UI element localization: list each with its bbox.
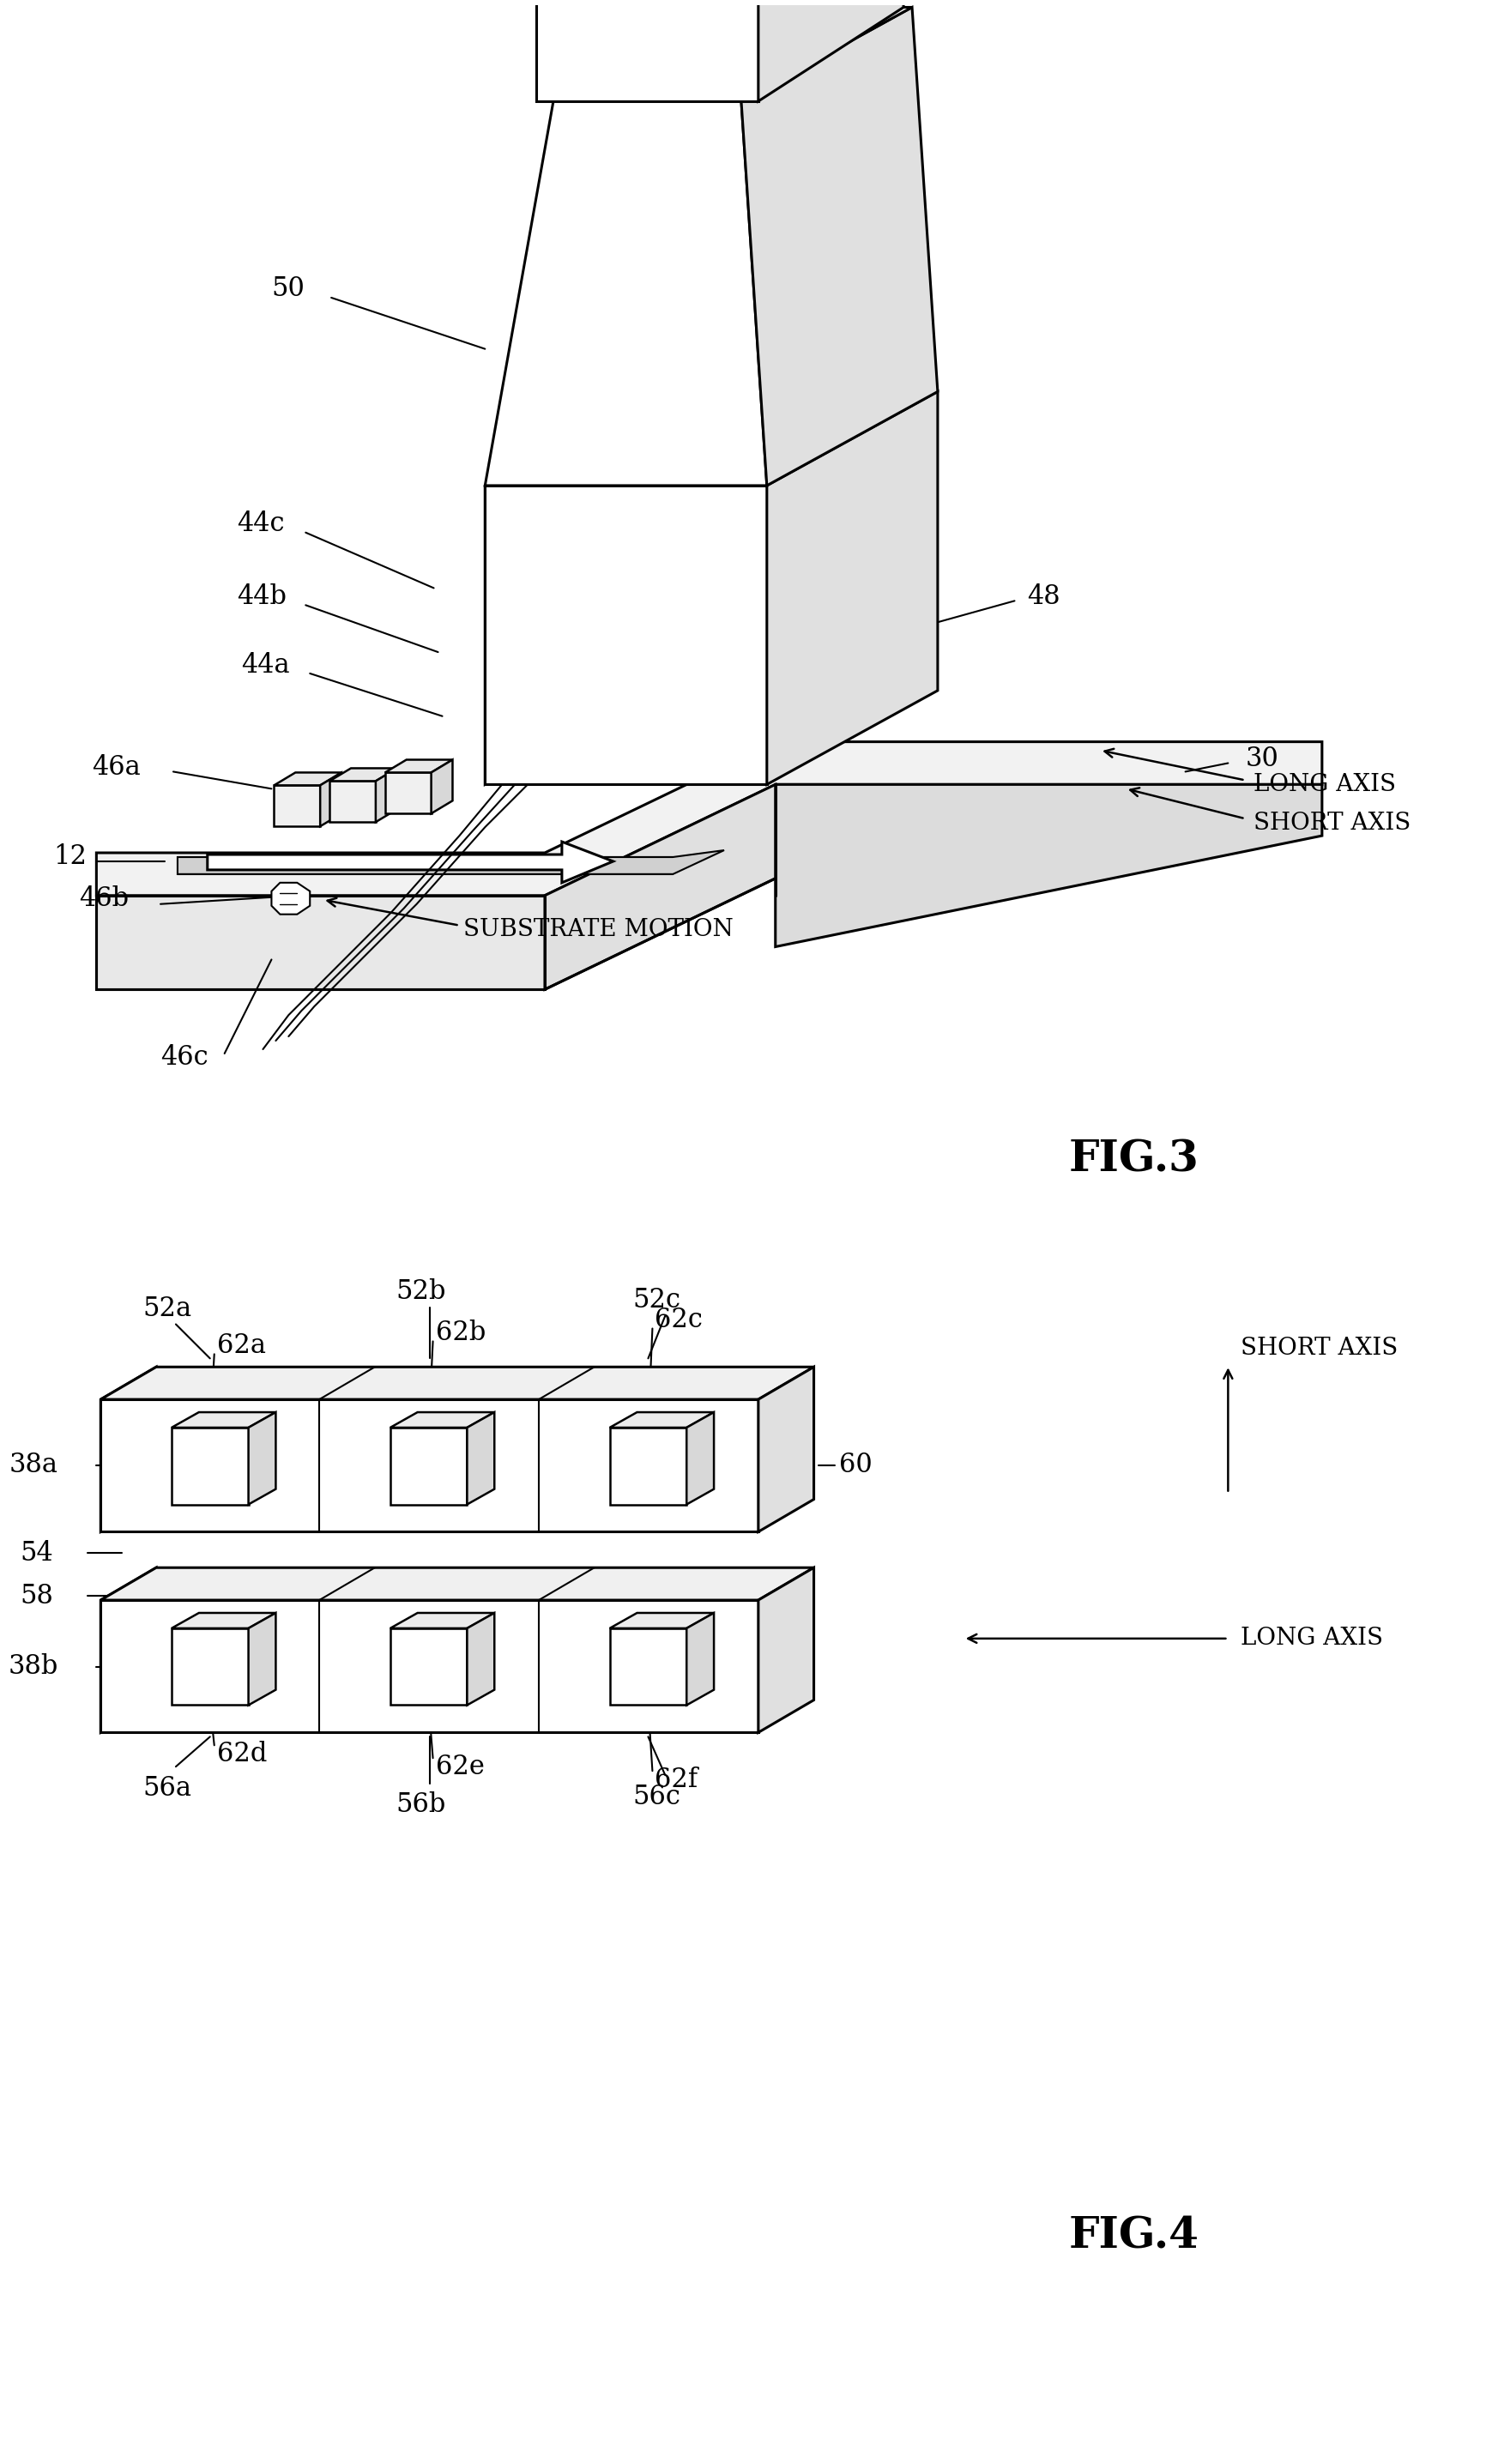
Text: 62e: 62e [435,1754,484,1779]
Text: 56a: 56a [143,1774,192,1801]
Text: FIG.4: FIG.4 [1068,2215,1199,2257]
Text: 46c: 46c [160,1045,208,1072]
Polygon shape [467,1412,495,1506]
Polygon shape [389,1412,495,1427]
Polygon shape [553,7,911,101]
Text: 62f: 62f [655,1767,697,1794]
Text: 30: 30 [1244,747,1278,771]
Polygon shape [758,1567,813,1732]
Polygon shape [484,392,655,784]
Text: 52b: 52b [395,1279,446,1306]
Polygon shape [467,1614,495,1705]
Text: 54: 54 [21,1540,53,1567]
Polygon shape [171,1629,248,1705]
Text: 60: 60 [840,1451,872,1478]
Polygon shape [171,1427,248,1506]
Text: LONG AXIS: LONG AXIS [1253,774,1395,796]
Text: 38a: 38a [9,1451,58,1478]
Polygon shape [758,0,903,101]
Text: 50: 50 [272,276,305,303]
Text: FIG.3: FIG.3 [1068,1138,1199,1180]
Polygon shape [609,1427,687,1506]
Text: 62d: 62d [217,1740,267,1767]
Polygon shape [248,1412,275,1506]
Text: 46a: 46a [92,754,141,781]
Polygon shape [319,774,342,825]
Text: 44c: 44c [238,510,285,537]
Polygon shape [171,1412,275,1427]
Polygon shape [101,1567,813,1599]
Polygon shape [687,1614,713,1705]
Polygon shape [97,742,1321,894]
Text: 44a: 44a [241,650,290,678]
Polygon shape [101,1567,156,1732]
Polygon shape [376,769,397,823]
Text: 58: 58 [21,1582,53,1609]
Polygon shape [536,0,758,101]
Polygon shape [330,769,397,781]
Text: 56c: 56c [633,1784,681,1811]
Polygon shape [177,850,724,875]
Polygon shape [609,1629,687,1705]
Polygon shape [248,1614,275,1705]
Polygon shape [742,7,938,485]
Polygon shape [101,1400,758,1533]
Polygon shape [484,485,767,784]
Polygon shape [101,1599,758,1732]
Polygon shape [389,1629,467,1705]
Text: 62c: 62c [655,1306,703,1333]
Polygon shape [330,781,376,823]
Polygon shape [208,843,612,882]
Text: SHORT AXIS: SHORT AXIS [1253,811,1410,835]
Text: 62a: 62a [217,1333,266,1358]
Text: 52a: 52a [143,1296,192,1323]
Polygon shape [544,784,776,991]
Polygon shape [484,392,938,485]
Polygon shape [431,759,452,813]
Text: LONG AXIS: LONG AXIS [1241,1626,1382,1651]
Polygon shape [97,894,544,991]
Polygon shape [171,1614,275,1629]
Polygon shape [273,786,319,825]
Text: 52c: 52c [633,1286,681,1313]
Polygon shape [609,1412,713,1427]
Polygon shape [484,101,767,485]
Text: 46b: 46b [79,885,129,912]
Text: 62b: 62b [435,1321,486,1345]
Polygon shape [273,774,342,786]
Text: 38b: 38b [7,1653,58,1680]
Text: SHORT AXIS: SHORT AXIS [1241,1335,1397,1360]
Text: SUBSTRATE MOTION: SUBSTRATE MOTION [464,919,734,941]
Polygon shape [389,1614,495,1629]
Polygon shape [272,882,309,914]
Polygon shape [385,774,431,813]
Polygon shape [758,1368,813,1533]
Polygon shape [767,392,938,784]
Polygon shape [389,1427,467,1506]
Polygon shape [101,1368,156,1533]
Polygon shape [385,759,452,774]
Text: 48: 48 [1027,584,1060,611]
Polygon shape [687,1412,713,1506]
Text: 56b: 56b [395,1791,446,1818]
Polygon shape [776,784,1321,946]
Polygon shape [609,1614,713,1629]
Text: 44b: 44b [238,584,287,611]
Text: 12: 12 [53,843,88,870]
Polygon shape [101,1368,813,1400]
